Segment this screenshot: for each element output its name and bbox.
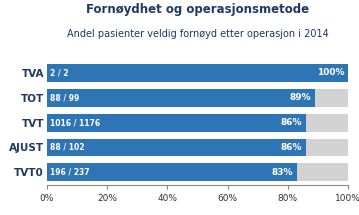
- Text: 88 / 102: 88 / 102: [50, 143, 85, 152]
- Bar: [47, 89, 315, 107]
- Text: 100%: 100%: [317, 68, 345, 77]
- Bar: [47, 114, 348, 132]
- Bar: [47, 64, 348, 82]
- Text: Andel pasienter veldig fornøyd etter operasjon i 2014: Andel pasienter veldig fornøyd etter ope…: [66, 29, 328, 39]
- Text: 196 / 237: 196 / 237: [50, 168, 90, 177]
- Text: Fornøydhet og operasjonsmetode: Fornøydhet og operasjonsmetode: [86, 3, 309, 16]
- Text: 83%: 83%: [272, 168, 293, 177]
- Text: 89%: 89%: [290, 93, 312, 102]
- Bar: [47, 163, 297, 181]
- Text: 86%: 86%: [281, 118, 302, 127]
- Bar: [47, 89, 348, 107]
- Text: 1016 / 1176: 1016 / 1176: [50, 118, 101, 127]
- Bar: [47, 64, 348, 82]
- Text: 2 / 2: 2 / 2: [50, 68, 69, 77]
- Bar: [47, 114, 306, 132]
- Text: 88 / 99: 88 / 99: [50, 93, 80, 102]
- Bar: [47, 138, 306, 157]
- Bar: [47, 138, 348, 157]
- Text: 86%: 86%: [281, 143, 302, 152]
- Bar: [47, 163, 348, 181]
